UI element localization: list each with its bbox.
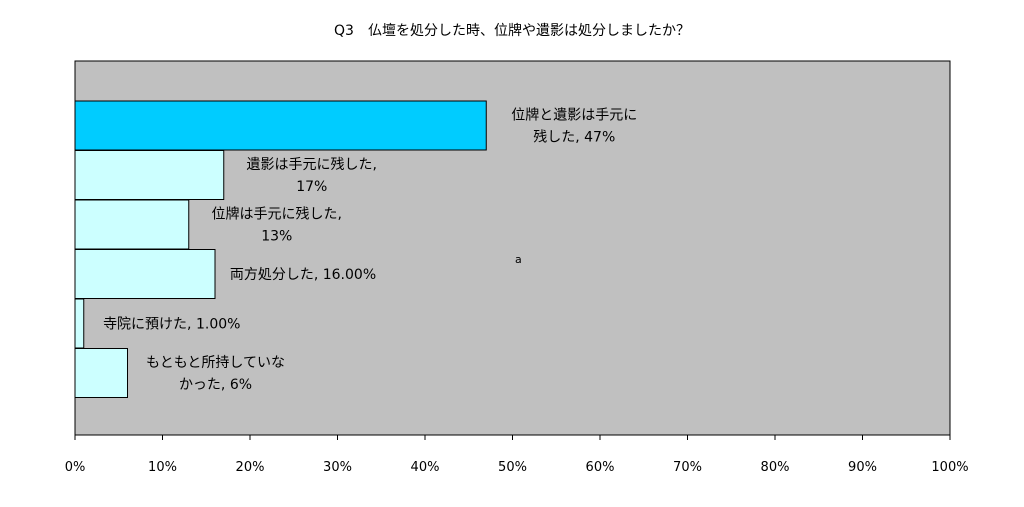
bar-3 <box>74 199 190 250</box>
data-label-6-line-2: かった, 6% <box>179 377 252 393</box>
data-label-3-line-1: 位牌は手元に残した, <box>212 206 342 223</box>
data-label-2-line-2: 17% <box>296 179 327 195</box>
data-label-1-line-2: 残した, 47% <box>533 130 615 146</box>
x-tick-label-3: 30% <box>323 460 352 475</box>
x-tick-label-6: 60% <box>586 460 615 475</box>
x-tick-label-7: 70% <box>673 460 702 475</box>
x-tick-label-8: 80% <box>761 460 790 475</box>
bar-1 <box>74 100 487 151</box>
data-label-1-line-1: 位牌と遺影は手元に <box>511 107 637 124</box>
annotation-label: a <box>515 253 522 266</box>
x-tick-label-5: 50% <box>498 460 527 475</box>
x-tick-label-1: 10% <box>148 460 177 475</box>
bar-4 <box>74 249 216 299</box>
chart-title: Q3 仏壇を処分した時、位牌や遺影は処分しましたか？ <box>334 23 690 39</box>
data-label-2-line-1: 遺影は手元に残した, <box>247 157 377 173</box>
x-tick-label-9: 90% <box>848 460 877 475</box>
x-tick-label-2: 20% <box>236 460 265 475</box>
data-label-5-line-1: 寺院に預けた, 1.00% <box>103 317 240 333</box>
x-tick-label-0: 0% <box>65 460 86 475</box>
x-tick-label-10: 100% <box>931 460 968 475</box>
data-label-3-line-2: 13% <box>261 229 292 245</box>
bar-2 <box>74 150 225 200</box>
data-label-4-line-1: 両方処分した, 16.00% <box>230 267 376 283</box>
bar-5 <box>74 298 85 349</box>
bar-6 <box>74 348 128 398</box>
x-tick-label-4: 40% <box>411 460 440 475</box>
data-label-6-line-1: もともと所持していな <box>146 355 285 371</box>
